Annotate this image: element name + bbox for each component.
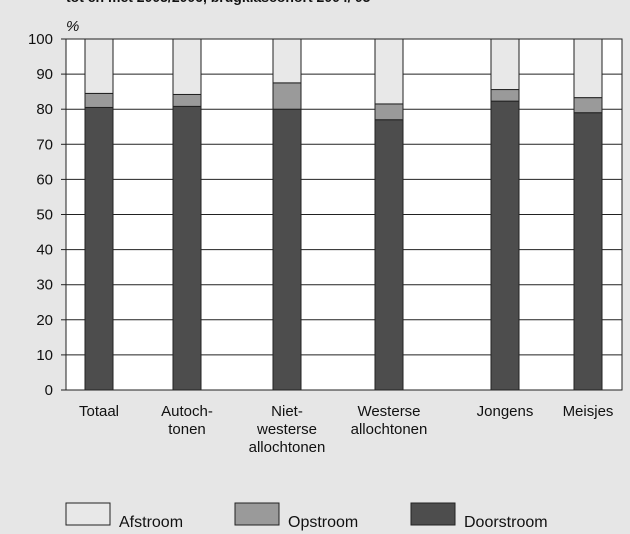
y-tick-label: 60: [36, 171, 53, 188]
bar-segment-doorstroom: [84, 106, 114, 391]
bar-segment-doorstroom: [374, 119, 404, 391]
bar-segment-doorstroom: [490, 100, 520, 391]
x-category-label: allochtonen: [249, 439, 326, 456]
legend-label-afstroom: Afstroom: [119, 514, 183, 531]
bar-segment-doorstroom: [272, 108, 302, 391]
x-category-label: Westerse: [357, 403, 420, 420]
x-category-label: Meisjes: [563, 403, 614, 420]
legend-label-opstroom: Opstroom: [288, 514, 358, 531]
bar-segment-doorstroom: [573, 112, 603, 391]
legend-label-doorstroom: Doorstroom: [464, 514, 548, 531]
x-category-label: Totaal: [79, 403, 119, 420]
bar-segment-afstroom: [374, 38, 404, 105]
x-category-label: westerse: [256, 421, 317, 438]
x-category-label: tonen: [168, 421, 206, 438]
y-tick-label: 40: [36, 242, 53, 259]
y-tick-label: 20: [36, 312, 53, 329]
bar-segment-opstroom: [573, 97, 603, 114]
bar-segment-afstroom: [84, 38, 114, 94]
x-category-label: Jongens: [477, 403, 534, 420]
bar-segment-afstroom: [490, 38, 520, 91]
bar-segment-opstroom: [490, 89, 520, 102]
x-category-label: Niet-: [271, 403, 303, 420]
legend-swatch-opstroom: [234, 502, 280, 526]
legend-swatch-afstroom: [65, 502, 111, 526]
y-axis-unit-label: %: [66, 18, 79, 35]
bar-segment-afstroom: [272, 38, 302, 84]
y-tick-label: 100: [28, 31, 53, 48]
y-tick-label: 70: [36, 136, 53, 153]
y-tick-label: 30: [36, 277, 53, 294]
y-tick-label: 10: [36, 347, 53, 364]
legend-swatch-doorstroom: [410, 502, 456, 526]
bar-segment-afstroom: [172, 38, 202, 95]
bar-segment-opstroom: [84, 92, 114, 108]
y-tick-label: 0: [45, 382, 53, 399]
y-tick-label: 90: [36, 66, 53, 83]
bar-segment-doorstroom: [172, 105, 202, 391]
bar-segment-opstroom: [172, 93, 202, 107]
y-tick-label: 80: [36, 101, 53, 118]
bar-segment-opstroom: [374, 103, 404, 121]
y-tick-label: 50: [36, 207, 53, 224]
bar-segment-afstroom: [573, 38, 603, 99]
x-category-label: Autoch-: [161, 403, 213, 420]
bar-segment-opstroom: [272, 82, 302, 110]
chart-title: tot en met 2005/2006, brugklascohort 200…: [66, 0, 371, 5]
x-category-label: allochtonen: [351, 421, 428, 438]
